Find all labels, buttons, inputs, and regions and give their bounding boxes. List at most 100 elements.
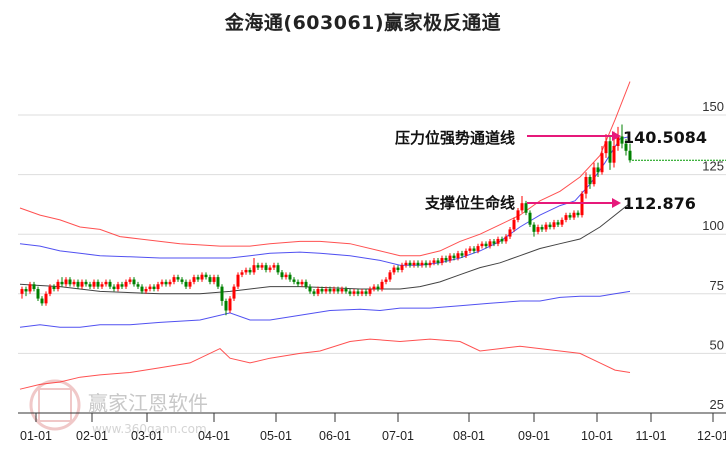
candle-body: [248, 269, 252, 273]
x-tick-label: 10-01: [581, 429, 613, 443]
candle-body: [244, 269, 248, 273]
candle-body: [72, 281, 76, 285]
candle-body: [104, 281, 108, 285]
candle-body: [624, 143, 628, 151]
candle-body: [324, 289, 328, 292]
candle-body: [540, 227, 544, 230]
candle-body: [368, 289, 372, 294]
candle-body: [628, 150, 632, 161]
candle-body: [448, 255, 452, 261]
annotations: 压力位强势通道线 140.5084 支撑位生命线 112.876: [395, 128, 707, 213]
candle-body: [292, 279, 296, 282]
candle-body: [608, 141, 612, 163]
candle-body: [536, 227, 540, 232]
candle-body: [560, 219, 564, 225]
candle-body: [356, 291, 360, 294]
candle-body: [320, 289, 324, 292]
watermark-brand: 赢家江恩软件: [88, 391, 208, 415]
watermark-url: www.360gann.com: [92, 422, 207, 436]
watermark-seal-box: [38, 388, 72, 422]
candle-body: [140, 286, 144, 292]
candle-body: [480, 243, 484, 247]
candle-body: [252, 265, 256, 273]
candle-body: [28, 284, 32, 292]
channel-bands: [19, 81, 631, 390]
candle-body: [20, 289, 24, 294]
candle-body: [120, 284, 124, 287]
candle-body: [176, 277, 180, 280]
candle-body: [396, 267, 400, 270]
upper-inner-band-line: [19, 136, 631, 266]
candle-body: [488, 241, 492, 247]
candle-body: [180, 279, 184, 282]
candle-body: [132, 279, 136, 285]
candle-body: [380, 281, 384, 290]
candle-body: [272, 265, 276, 268]
candle-body: [276, 265, 280, 273]
y-tick-label: 125: [702, 159, 724, 174]
candle-body: [436, 260, 440, 263]
middle-line-line: [19, 202, 631, 295]
candle-body: [192, 277, 196, 282]
candle-body: [456, 253, 460, 259]
candle-body: [68, 279, 72, 285]
candle-body: [240, 272, 244, 275]
candle-body: [208, 277, 212, 282]
candle-body: [596, 167, 600, 173]
candle-body: [304, 281, 308, 287]
candle-body: [108, 281, 112, 287]
candle-body: [336, 289, 340, 292]
y-tick-label: 50: [710, 337, 724, 352]
candle-body: [508, 229, 512, 237]
candle-body: [584, 176, 588, 194]
candle-body: [412, 262, 416, 266]
candle-body: [220, 286, 224, 301]
candle-body: [348, 291, 352, 294]
candle-body: [552, 222, 556, 228]
candle-body: [52, 286, 56, 290]
candle-body: [600, 153, 604, 173]
candle-body: [360, 291, 364, 294]
candle-body: [400, 265, 404, 270]
candle-body: [112, 286, 116, 290]
candle-body: [592, 167, 596, 185]
candle-body: [616, 136, 620, 146]
candle-body: [528, 212, 532, 225]
y-tick-label: 25: [710, 397, 724, 412]
y-axis: 25 50 75 100 125 150: [702, 99, 724, 412]
chart-title: 金海通(603061)赢家极反通道: [224, 12, 502, 34]
x-tick-label: 06-01: [319, 429, 351, 443]
candle-body: [568, 215, 572, 218]
candle-body: [224, 300, 228, 311]
candle-body: [200, 274, 204, 280]
candle-body: [312, 291, 316, 294]
candle-body: [288, 274, 292, 280]
candle-body: [44, 293, 48, 304]
x-tick-label: 03-01: [131, 429, 163, 443]
candle-body: [504, 236, 508, 242]
candle-body: [144, 289, 148, 292]
candle-body: [56, 281, 60, 290]
candle-body: [300, 281, 304, 285]
candle-body: [588, 176, 592, 185]
candle-body: [124, 281, 128, 287]
candle-body: [332, 289, 336, 292]
candle-body: [136, 284, 140, 287]
candle-body: [408, 262, 412, 266]
watermark: 赢家江恩软件 www.360gann.com: [29, 379, 208, 436]
candle-body: [548, 224, 552, 228]
candle-body: [316, 289, 320, 294]
candle-body: [452, 255, 456, 259]
candle-body: [404, 262, 408, 266]
candle-body: [352, 291, 356, 294]
candle-body: [196, 277, 200, 280]
support-value: 112.876: [623, 194, 696, 213]
candle-body: [468, 248, 472, 251]
y-tick-label: 75: [710, 278, 724, 293]
candle-body: [416, 262, 420, 266]
candle-body: [280, 272, 284, 278]
candle-body: [308, 286, 312, 292]
resistance-label: 压力位强势通道线: [395, 129, 515, 147]
candle-body: [512, 219, 516, 230]
